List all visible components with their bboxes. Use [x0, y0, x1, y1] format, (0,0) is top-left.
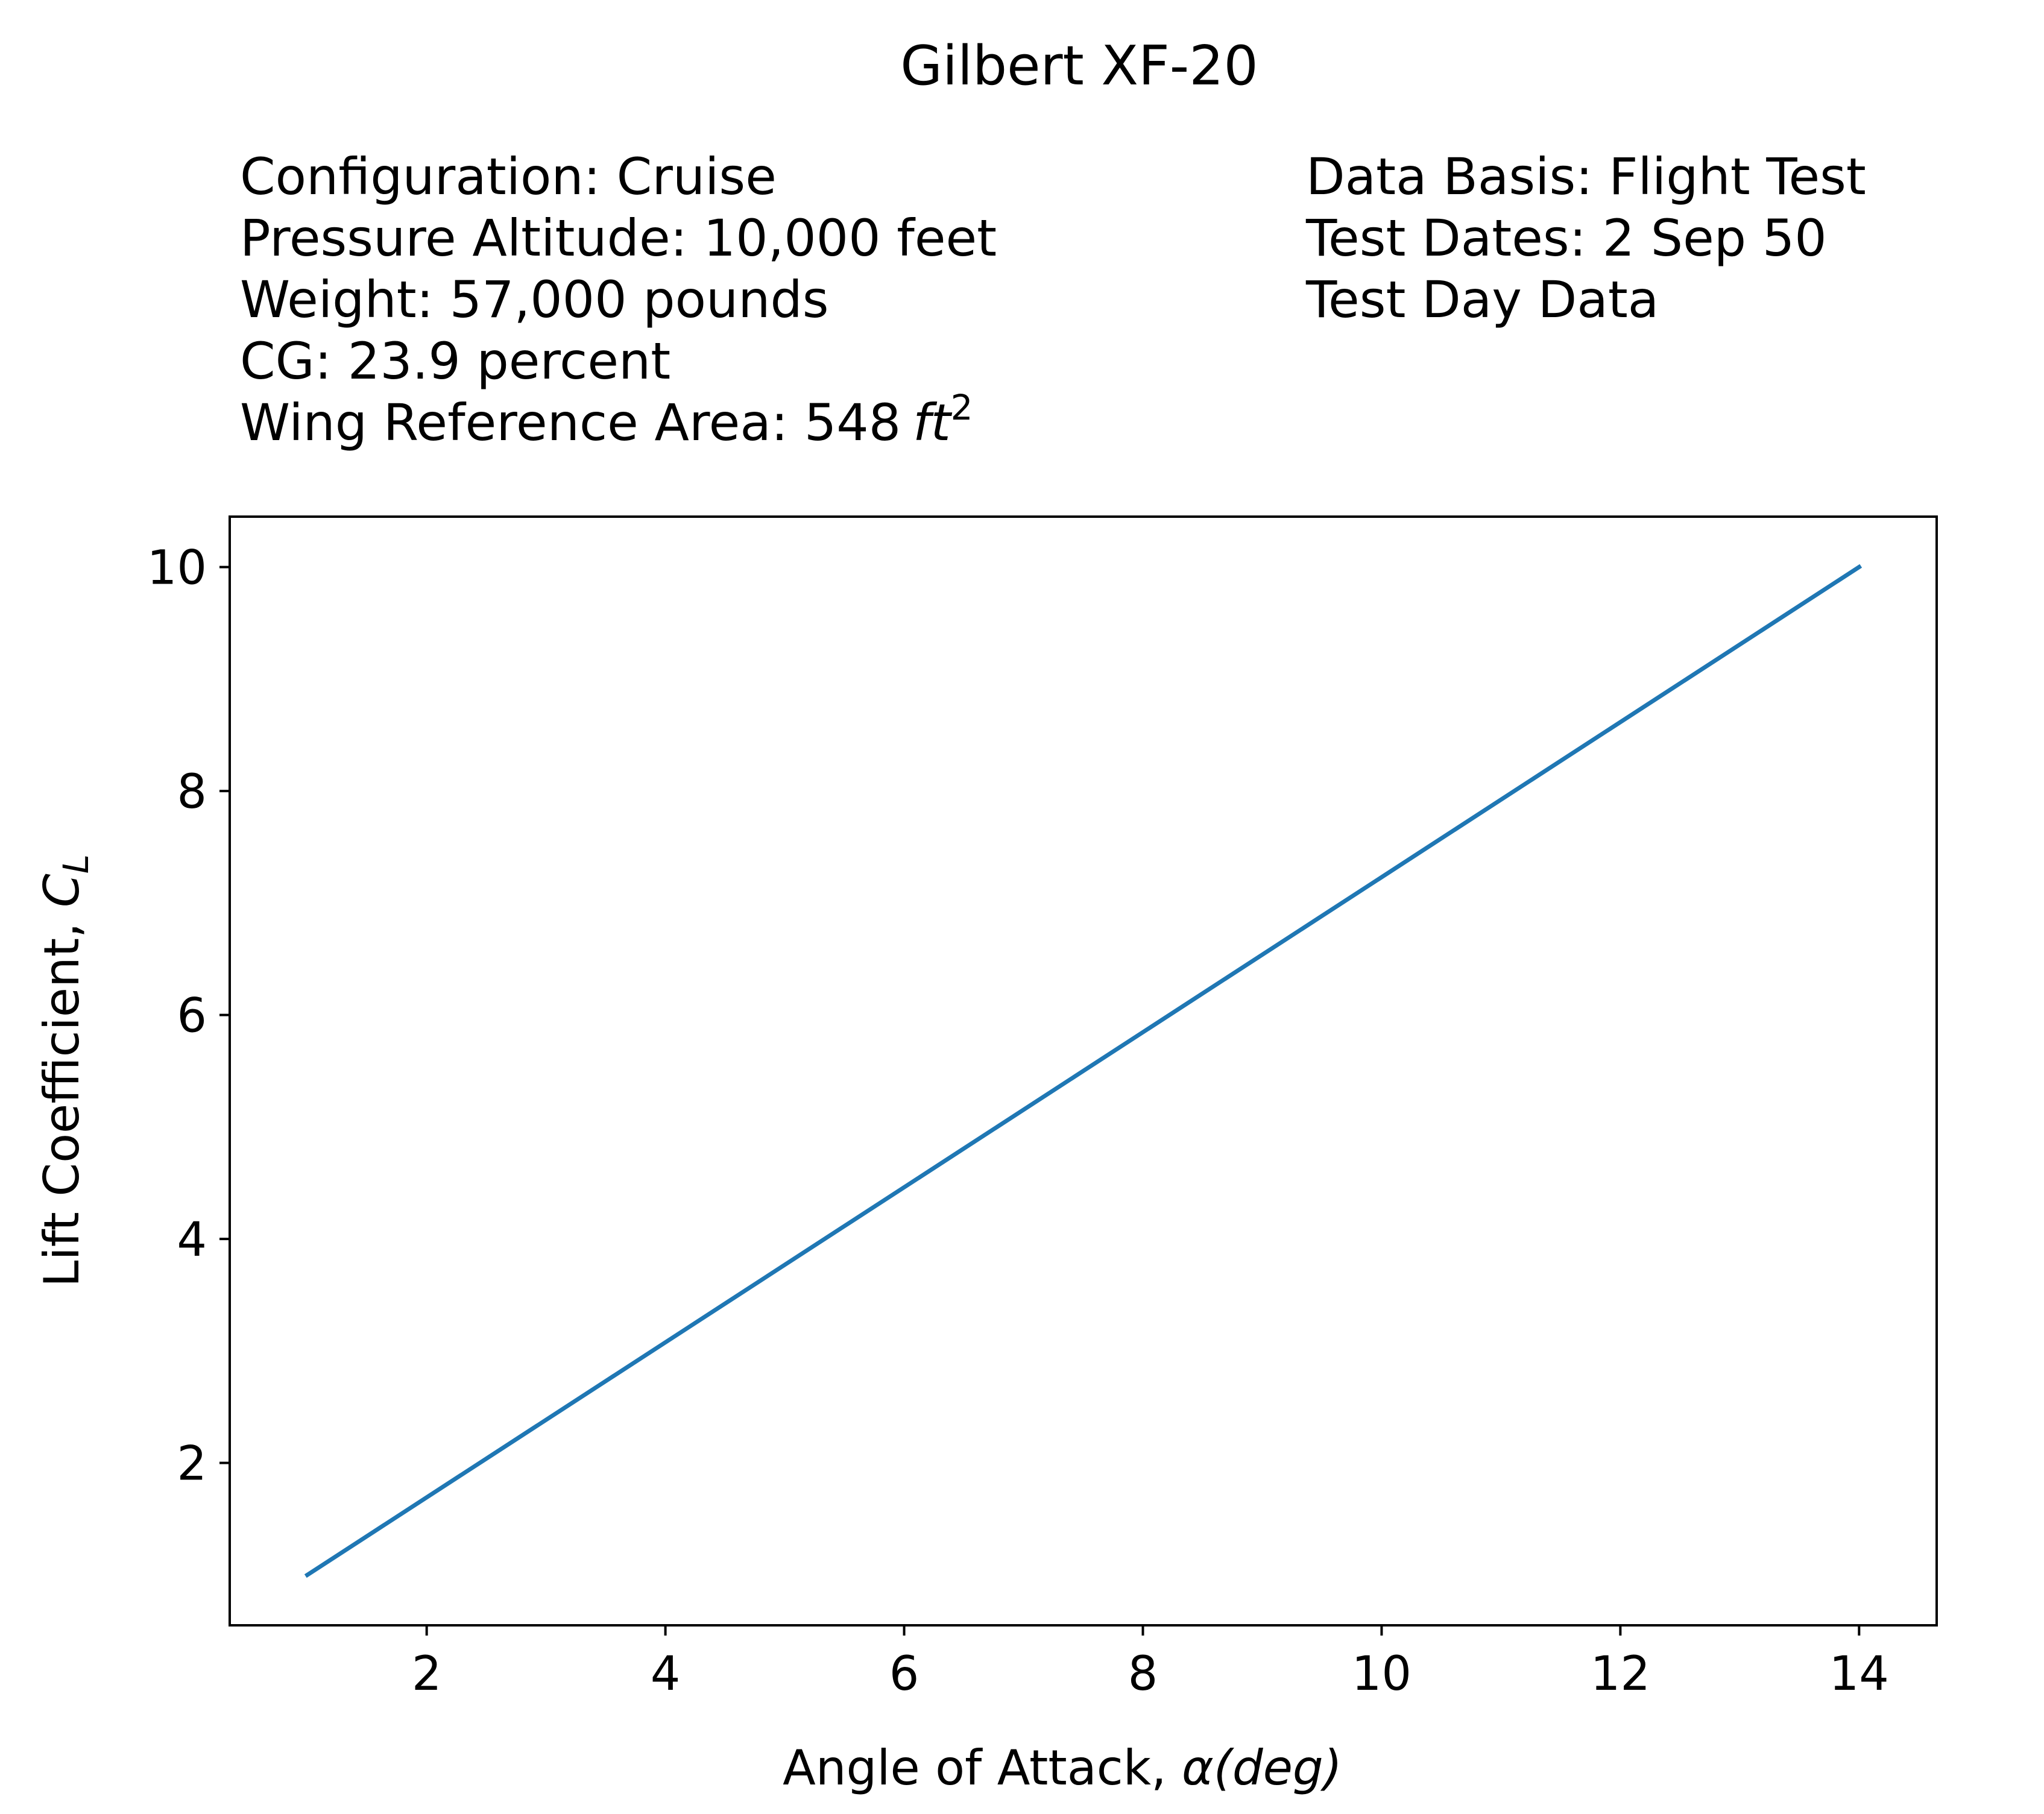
info-wing-area-exponent: 2 [951, 387, 973, 428]
x-tick-label: 10 [1352, 1647, 1412, 1701]
info-pressure-altitude: Pressure Altitude: 10,000 feet [240, 209, 997, 268]
info-block-right: Data Basis: Flight Test Test Dates: 2 Se… [1305, 147, 1866, 329]
info-test-day-data: Test Day Data [1305, 270, 1659, 329]
y-axis-label-subscript: L [55, 854, 96, 874]
x-axis-label-unit: (deg) [1214, 1740, 1342, 1796]
y-tick-label: 10 [147, 541, 207, 596]
info-test-dates: Test Dates: 2 Sep 50 [1305, 209, 1827, 268]
y-tick-label: 2 [177, 1437, 207, 1491]
info-wing-area-unit: ft [913, 393, 953, 452]
series-line [304, 564, 1863, 1578]
info-data-basis: Data Basis: Flight Test [1306, 147, 1866, 206]
y-axis-label-text: Lift Coefficient, [34, 907, 90, 1287]
x-tick-label: 4 [651, 1647, 681, 1701]
info-weight: Weight: 57,000 pounds [240, 270, 829, 329]
chart-title: Gilbert XF-20 [900, 34, 1258, 98]
x-axis-label: Angle of Attack, α(deg) [783, 1740, 1342, 1796]
plot-frame [229, 515, 1938, 1627]
info-configuration: Configuration: Cruise [240, 147, 777, 206]
y-tick-label: 8 [177, 765, 207, 819]
info-block-left: Configuration: Cruise Pressure Altitude:… [240, 147, 997, 452]
series-layer [304, 564, 1863, 1578]
info-cg: CG: 23.9 percent [240, 332, 670, 391]
x-axis-label-text: Angle of Attack, [783, 1740, 1182, 1796]
y-axis-label: Lift Coefficient, CL [34, 854, 96, 1287]
x-tick-label: 8 [1128, 1647, 1158, 1701]
x-axis-label-symbol: α [1182, 1740, 1214, 1796]
x-tick-label: 14 [1829, 1647, 1889, 1701]
x-tick-label: 6 [889, 1647, 919, 1701]
info-wing-reference-area: Wing Reference Area: 548 ft2 [240, 387, 973, 452]
info-wing-area-text: Wing Reference Area: 548 [240, 393, 901, 452]
y-axis-ticks: 2 4 6 8 10 [147, 541, 230, 1491]
y-tick-label: 6 [177, 989, 207, 1044]
y-axis-label-symbol: C [34, 874, 90, 907]
x-axis-ticks: 2 4 6 8 10 12 14 [412, 1625, 1889, 1701]
y-tick-label: 4 [177, 1213, 207, 1267]
x-tick-label: 2 [412, 1647, 442, 1701]
x-tick-label: 12 [1591, 1647, 1650, 1701]
